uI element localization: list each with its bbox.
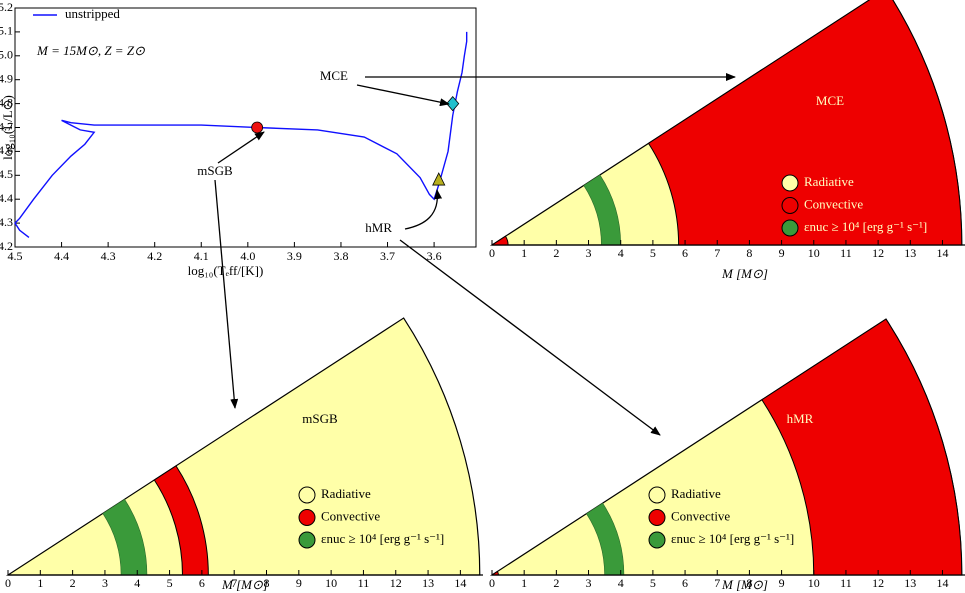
x-tick-label: 3.7: [380, 249, 395, 263]
x-tick-label: 0: [489, 576, 495, 590]
legend-label: εnuc ≥ 10⁴ [erg g⁻¹ s⁻¹]: [321, 531, 444, 546]
x-tick-label: 9: [779, 576, 785, 590]
y-tick-label: 5.0: [0, 48, 13, 62]
x-tick-label: 13: [904, 576, 916, 590]
y-tick-label: 4.9: [0, 71, 13, 85]
x-tick-label: 2: [70, 576, 76, 590]
x-tick-label: 4: [618, 576, 624, 590]
x-tick-label: 3.6: [427, 249, 442, 263]
legend-swatch: [299, 487, 315, 503]
legend-swatch: [782, 175, 798, 191]
legend-swatch: [649, 510, 665, 526]
x-tick-label: 1: [37, 576, 43, 590]
x-tick-label: 5: [650, 576, 656, 590]
x-tick-label: 7: [714, 246, 720, 260]
x-tick-label: 3.8: [333, 249, 348, 263]
y-tick-label: 4.3: [0, 215, 13, 229]
legend-swatch: [782, 198, 798, 214]
point-label: MCE: [320, 68, 348, 83]
point-label: mSGB: [197, 163, 233, 178]
x-tick-label: 14: [936, 576, 948, 590]
x-tick-label: 1: [521, 246, 527, 260]
legend-label: εnuc ≥ 10⁴ [erg g⁻¹ s⁻¹]: [804, 219, 927, 234]
x-tick-label: 4.3: [101, 249, 116, 263]
x-tick-label: 3: [102, 576, 108, 590]
x-tick-label: 10: [808, 246, 820, 260]
x-tick-label: 5: [650, 246, 656, 260]
x-tick-label: 6: [682, 246, 688, 260]
x-tick-label: 5: [167, 576, 173, 590]
y-tick-label: 4.5: [0, 167, 13, 181]
panel-title: hMR: [787, 411, 814, 426]
point: [252, 122, 263, 133]
x-axis-label: M [M⊙]: [721, 266, 768, 281]
x-tick-label: 13: [904, 246, 916, 260]
legend-swatch: [299, 510, 315, 526]
legend-label: unstripped: [65, 6, 120, 21]
x-tick-label: 4.0: [240, 249, 255, 263]
legend-swatch: [299, 532, 315, 548]
x-tick-label: 3: [586, 576, 592, 590]
legend-label: Convective: [321, 508, 380, 523]
x-tick-label: 12: [872, 246, 884, 260]
x-tick-label: 0: [489, 246, 495, 260]
x-tick-label: 9: [296, 576, 302, 590]
x-axis-label: M [M⊙]: [221, 577, 268, 592]
x-tick-label: 9: [779, 246, 785, 260]
x-tick-label: 10: [325, 576, 337, 590]
x-tick-label: 10: [808, 576, 820, 590]
legend-swatch: [649, 487, 665, 503]
x-tick-label: 11: [840, 246, 852, 260]
y-axis-label: log₁₀(L/L⊙): [0, 95, 15, 160]
legend-label: Convective: [671, 508, 730, 523]
legend-label: εnuc ≥ 10⁴ [erg g⁻¹ s⁻¹]: [671, 531, 794, 546]
x-tick-label: 8: [746, 246, 752, 260]
y-tick-label: 5.1: [0, 24, 13, 38]
y-tick-label: 4.4: [0, 191, 13, 205]
x-tick-label: 2: [553, 246, 559, 260]
wedge-panel: 01234567891011121314M [M⊙]mSGBRadiativeC…: [5, 318, 483, 592]
x-tick-label: 12: [872, 576, 884, 590]
convective-zone: [492, 236, 508, 245]
y-tick-label: 4.2: [0, 239, 13, 253]
legend-label: Convective: [804, 196, 863, 211]
x-tick-label: 0: [5, 576, 11, 590]
x-tick-label: 3.9: [287, 249, 302, 263]
x-axis-label: log₁₀(Tₑff/[K]): [188, 263, 264, 278]
y-tick-label: 5.2: [0, 0, 13, 14]
x-tick-label: 7: [714, 576, 720, 590]
x-tick-label: 3: [586, 246, 592, 260]
x-tick-label: 4: [134, 576, 140, 590]
x-tick-label: 1: [521, 576, 527, 590]
x-tick-label: 4.4: [54, 249, 69, 263]
x-tick-label: 4: [618, 246, 624, 260]
legend-label: Radiative: [671, 486, 721, 501]
x-tick-label: 13: [422, 576, 434, 590]
x-axis-label: M [M⊙]: [721, 577, 768, 592]
legend-label: Radiative: [804, 174, 854, 189]
x-tick-label: 14: [454, 576, 466, 590]
annotation: M = 15M⊙, Z = Z⊙: [36, 43, 145, 58]
legend-swatch: [649, 532, 665, 548]
legend-swatch: [782, 220, 798, 236]
x-tick-label: 11: [358, 576, 370, 590]
legend-label: Radiative: [321, 486, 371, 501]
x-tick-label: 11: [840, 576, 852, 590]
x-tick-label: 6: [682, 576, 688, 590]
x-tick-label: 4.1: [194, 249, 209, 263]
x-tick-label: 14: [936, 246, 948, 260]
panel-title: mSGB: [302, 411, 338, 426]
x-tick-label: 6: [199, 576, 205, 590]
x-tick-label: 2: [553, 576, 559, 590]
point-label: hMR: [365, 220, 392, 235]
x-tick-label: 12: [390, 576, 402, 590]
panel-title: MCE: [816, 93, 844, 108]
x-tick-label: 4.2: [147, 249, 162, 263]
figure: 4.5 4.4 4.3 4.2 4.1 4.0 3.9 3.8 3.7 3.6 4.2 4.3 4.4 4…: [0, 0, 965, 593]
